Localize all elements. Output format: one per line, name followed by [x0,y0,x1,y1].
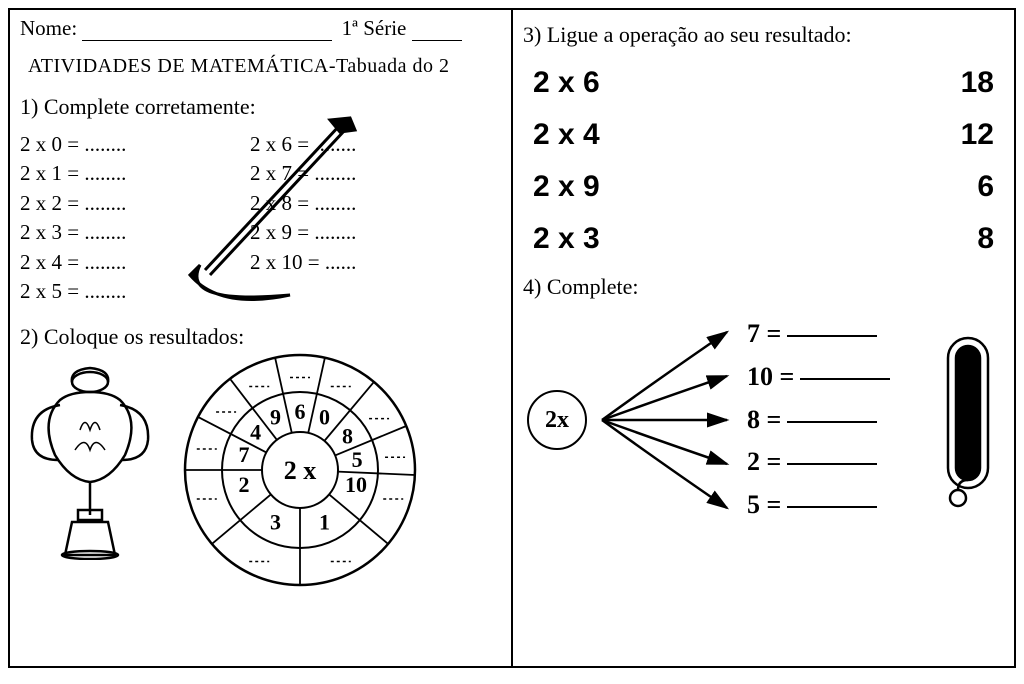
question-4: 4) Complete: 2x [523,274,1004,530]
q1-item[interactable]: 2 x 1 = ........ [20,159,170,188]
svg-text:8: 8 [342,424,353,449]
q3-row[interactable]: 2 x 3 8 [533,222,994,256]
serie-blank[interactable] [412,40,462,41]
question-2: 2) Coloque os resultados: [20,324,501,590]
answer-blank[interactable] [787,335,877,337]
svg-text:10: 10 [345,472,367,497]
q3-row[interactable]: 2 x 6 18 [533,66,994,100]
svg-text:5: 5 [352,447,363,472]
answer-blank[interactable] [787,506,877,508]
q4-item[interactable]: 5 = [747,484,890,527]
svg-text:0: 0 [319,405,330,430]
svg-text:9: 9 [270,405,281,430]
svg-text:2: 2 [238,472,249,497]
q2-title: 2) Coloque os resultados: [20,324,501,350]
trophy-icon [20,360,160,560]
answer-blank[interactable] [787,463,877,465]
q3-expression: 2 x 6 [533,66,673,100]
multiplication-wheel[interactable]: 2 749608510 1 32 x [180,350,420,590]
worksheet-title: ATIVIDADES DE MATEMÁTICA-Tabuada do 2 [28,55,501,78]
q3-answer: 12 [961,118,994,152]
q3-answer: 6 [977,170,994,204]
q4-item[interactable]: 10 = [747,356,890,399]
q1-item[interactable]: 2 x 2 = ........ [20,189,170,218]
q4-item[interactable]: 8 = [747,399,890,442]
answer-blank[interactable] [800,378,890,380]
q4-item-label: 5 = [747,490,781,519]
q3-expression: 2 x 9 [533,170,673,204]
q4-title: 4) Complete: [523,274,1004,300]
q3-expression: 2 x 3 [533,222,673,256]
q4-item[interactable]: 7 = [747,313,890,356]
q1-item[interactable]: 2 x 4 = ........ [20,248,170,277]
q3-row[interactable]: 2 x 4 12 [533,118,994,152]
q4-item-label: 7 = [747,319,781,348]
q4-item-label: 2 = [747,447,781,476]
header-row: Nome: 1ª Série [20,16,501,41]
q1-left-column: 2 x 0 = ........ 2 x 1 = ........ 2 x 2 … [20,130,170,306]
q3-title: 3) Ligue a operação ao seu resultado: [523,22,1004,48]
tool-icon [938,330,998,510]
q4-values: 7 = 10 = 8 = 2 = 5 = [747,313,890,527]
q3-row[interactable]: 2 x 9 6 [533,170,994,204]
q3-answer: 18 [961,66,994,100]
serie-label: 1ª Série [342,16,407,40]
q3-expression: 2 x 4 [533,118,673,152]
question-1: 1) Complete corretamente: 2 x 0 = ......… [20,94,501,306]
svg-text:2 x: 2 x [284,456,317,485]
question-3: 3) Ligue a operação ao seu resultado: 2 … [523,22,1004,256]
q4-hub: 2x [527,390,587,450]
svg-text:3: 3 [270,510,281,535]
svg-text:6: 6 [295,399,306,424]
q4-arrows [597,310,737,530]
q3-answer: 8 [977,222,994,256]
q4-item-label: 10 = [747,362,794,391]
q1-item[interactable]: 2 x 3 = ........ [20,218,170,247]
scythe-icon [150,110,380,310]
q1-item[interactable]: 2 x 5 = ........ [20,277,170,306]
name-label: Nome: [20,16,77,40]
svg-text:4: 4 [250,420,261,445]
name-blank[interactable] [82,40,332,41]
q1-item[interactable]: 2 x 0 = ........ [20,130,170,159]
q4-item-label: 8 = [747,405,781,434]
left-column: Nome: 1ª Série ATIVIDADES DE MATEMÁTICA-… [10,10,511,666]
right-column: 3) Ligue a operação ao seu resultado: 2 … [513,10,1014,666]
q4-item[interactable]: 2 = [747,441,890,484]
svg-text:1: 1 [319,510,330,535]
answer-blank[interactable] [787,421,877,423]
worksheet-frame: Nome: 1ª Série ATIVIDADES DE MATEMÁTICA-… [8,8,1016,668]
svg-text:7: 7 [238,442,249,467]
